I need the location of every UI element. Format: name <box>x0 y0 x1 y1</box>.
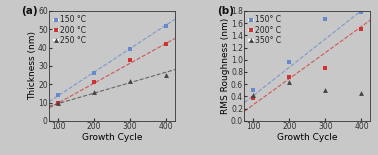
Y-axis label: RMS Roughness (nm): RMS Roughness (nm) <box>220 18 229 114</box>
Legend: 150° C, 200° C, 350° C: 150° C, 200° C, 350° C <box>248 15 282 45</box>
Text: (b): (b) <box>217 7 234 16</box>
X-axis label: Growth Cycle: Growth Cycle <box>82 133 143 142</box>
Text: (a): (a) <box>22 7 38 16</box>
Y-axis label: Thickness (nm): Thickness (nm) <box>28 31 37 100</box>
X-axis label: Growth Cycle: Growth Cycle <box>277 133 338 142</box>
Legend: 150 °C, 200 °C, 250 °C: 150 °C, 200 °C, 250 °C <box>53 15 87 45</box>
